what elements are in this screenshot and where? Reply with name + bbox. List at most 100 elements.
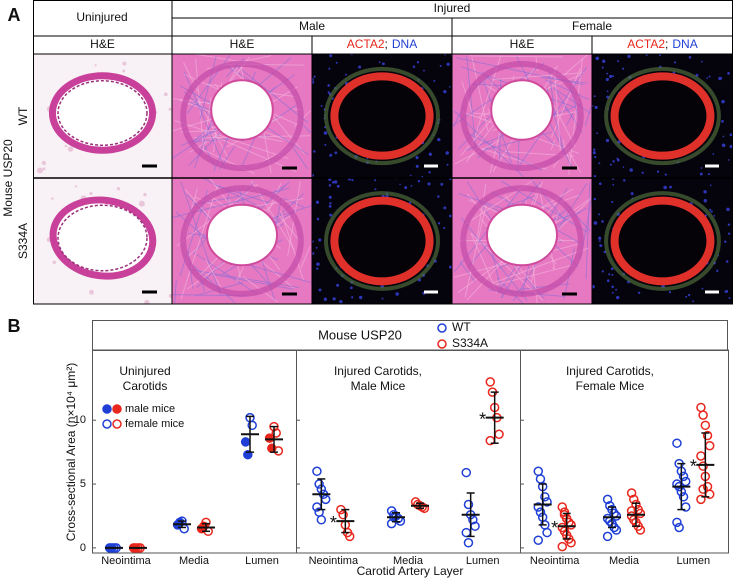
nucleus <box>656 170 660 173</box>
nucleus <box>313 75 316 78</box>
fiber <box>566 113 574 126</box>
nucleus <box>445 151 449 155</box>
data-point <box>393 513 403 524</box>
nucleus <box>329 202 332 205</box>
legend-label: male mice <box>125 403 175 415</box>
adventitia <box>324 66 440 166</box>
data-point <box>386 518 397 529</box>
y-tick-label: 0 <box>80 542 86 554</box>
lumen <box>206 203 278 267</box>
fiber <box>292 146 308 170</box>
micrograph <box>33 54 172 178</box>
fiber <box>180 183 219 299</box>
chart-title: Injured Carotids, <box>334 364 422 378</box>
data-point <box>602 531 613 542</box>
data-point <box>696 402 706 413</box>
tissue-speck <box>122 61 127 66</box>
y-tick-label: 5 <box>80 478 86 490</box>
legend-label: female mice <box>125 418 184 430</box>
nucleus <box>593 197 597 201</box>
nucleus <box>611 273 614 276</box>
legend-marker <box>112 419 122 429</box>
tissue-speck <box>89 192 93 196</box>
legend-marker <box>102 419 112 429</box>
nucleus <box>446 62 450 66</box>
tissue-speck <box>52 260 56 265</box>
data-point <box>704 441 715 451</box>
nucleus <box>622 166 625 168</box>
data-point <box>696 451 706 461</box>
nucleus <box>601 270 604 273</box>
nucleus <box>720 76 723 80</box>
nucleus <box>358 295 363 300</box>
fiber <box>552 267 556 270</box>
nucleus <box>446 163 449 166</box>
nucleus <box>331 180 335 184</box>
lumen <box>210 79 274 141</box>
fiber <box>530 178 566 222</box>
nucleus <box>334 151 338 155</box>
micrograph <box>33 178 172 304</box>
x-tick-label: Neointima <box>101 555 151 567</box>
tissue-speck <box>64 144 68 148</box>
row-label: WT <box>16 106 30 125</box>
data-point <box>700 420 711 431</box>
data-point <box>702 430 713 441</box>
data-point <box>602 494 613 505</box>
x-tick-label: Lumen <box>245 555 279 567</box>
nucleus <box>592 151 596 155</box>
nucleus <box>439 64 442 67</box>
data-point <box>540 492 550 502</box>
fiber <box>584 106 592 127</box>
nucleus <box>323 131 328 135</box>
nucleus <box>315 200 320 204</box>
nucleus <box>608 273 611 276</box>
data-point <box>533 535 544 545</box>
data-point <box>271 428 281 438</box>
fiber <box>548 68 556 116</box>
nucleus <box>609 74 613 79</box>
nucleus <box>616 295 620 300</box>
chart-title: Injured Carotids, <box>566 364 654 378</box>
tissue-speck <box>168 107 172 111</box>
nucleus <box>416 61 420 64</box>
x-tick-label: Neointima <box>309 555 359 567</box>
vessel-adventitia <box>460 185 584 297</box>
nucleus <box>659 54 661 57</box>
data-point <box>240 437 251 447</box>
nucleus <box>345 73 347 76</box>
data-point <box>344 531 355 542</box>
nucleus <box>592 284 595 289</box>
nucleus <box>721 99 725 104</box>
nucleus <box>409 174 412 177</box>
nucleus <box>716 269 719 273</box>
data-point <box>674 522 684 533</box>
data-point <box>698 484 708 494</box>
data-point <box>698 410 708 420</box>
nucleus <box>448 85 451 88</box>
fiber <box>466 55 477 150</box>
nucleus <box>729 133 733 137</box>
nucleus <box>593 221 598 225</box>
vessel-adventitia <box>460 60 584 172</box>
nucleus <box>404 186 408 190</box>
nucleus <box>598 236 602 240</box>
nucleus <box>351 296 354 299</box>
adventitia <box>604 191 721 291</box>
lumen <box>486 203 558 267</box>
vessel-wall-inner <box>57 80 148 146</box>
tissue-speck <box>144 299 150 304</box>
nucleus <box>701 60 703 63</box>
vessel-adventitia <box>180 185 304 297</box>
nucleus <box>593 95 596 98</box>
nucleus <box>610 267 614 271</box>
nucleus <box>606 90 609 93</box>
x-tick-label: Media <box>179 555 210 567</box>
fiber <box>485 131 552 151</box>
data-point <box>316 515 327 525</box>
nucleus <box>699 172 703 176</box>
nucleus <box>328 204 332 208</box>
data-point <box>314 479 324 489</box>
nucleus <box>339 299 343 304</box>
data-point <box>535 474 546 484</box>
